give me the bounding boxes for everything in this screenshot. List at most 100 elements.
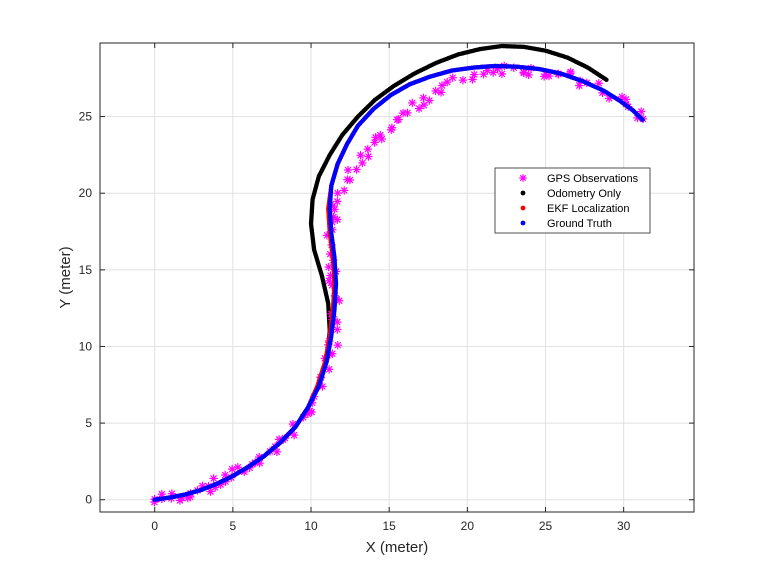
asterisk-stroke xyxy=(378,135,386,143)
asterisk-stroke xyxy=(364,145,372,153)
gps-marker xyxy=(497,69,507,79)
series-gps-observations xyxy=(150,61,648,507)
asterisk-stroke xyxy=(210,475,218,482)
plot-area xyxy=(100,43,694,512)
asterisk-stroke xyxy=(575,82,583,89)
gps-marker xyxy=(340,186,349,195)
x-axis-label: X (meter) xyxy=(366,539,429,556)
y-tick-label: 0 xyxy=(85,493,92,507)
y-tick-label: 5 xyxy=(85,416,92,430)
gps-marker xyxy=(272,447,282,457)
legend-entry: GPS Observations xyxy=(519,173,639,185)
gps-marker xyxy=(307,407,316,417)
gps-marker xyxy=(363,144,372,154)
legend-entry: Ground Truth xyxy=(520,218,612,230)
gps-marker xyxy=(443,77,452,87)
asterisk-stroke xyxy=(158,490,166,498)
y-axis-label: Y (meter) xyxy=(57,246,74,308)
legend-marker xyxy=(519,174,527,182)
legend-marker xyxy=(520,205,526,211)
asterisk-stroke xyxy=(186,493,194,501)
gps-marker xyxy=(387,123,397,132)
gps-marker xyxy=(157,489,167,499)
gps-marker xyxy=(377,134,386,144)
asterisk-stroke xyxy=(545,72,553,80)
y-tick-label: 20 xyxy=(79,186,93,200)
asterisk-stroke xyxy=(371,139,379,146)
asterisk-stroke xyxy=(319,383,326,390)
asterisk-stroke xyxy=(459,76,467,84)
axes-frame xyxy=(99,42,695,513)
gps-marker xyxy=(594,79,604,88)
gps-marker xyxy=(544,71,554,81)
asterisk-stroke xyxy=(289,420,297,428)
asterisk-stroke xyxy=(333,216,341,223)
asterisk-stroke xyxy=(340,187,348,194)
asterisk-stroke xyxy=(334,341,342,349)
gps-marker xyxy=(431,86,440,96)
asterisk-stroke xyxy=(333,198,341,205)
gps-marker xyxy=(333,340,342,350)
x-tick-label: 30 xyxy=(617,519,631,533)
asterisk-stroke xyxy=(415,105,423,112)
asterisk-stroke xyxy=(334,189,342,197)
asterisk-stroke xyxy=(470,71,478,78)
asterisk-stroke xyxy=(346,176,354,184)
asterisk-stroke xyxy=(519,174,527,182)
asterisk-stroke xyxy=(432,87,440,95)
asterisk-stroke xyxy=(443,78,451,86)
asterisk-stroke xyxy=(335,297,343,305)
gps-marker xyxy=(419,100,429,110)
legend-label: GPS Observations xyxy=(547,173,639,185)
series-ground-truth xyxy=(152,63,645,502)
x-tick-label: 20 xyxy=(461,519,475,533)
asterisk-stroke xyxy=(357,151,364,159)
asterisk-stroke xyxy=(344,166,352,174)
gps-marker xyxy=(345,175,355,185)
asterisk-stroke xyxy=(438,82,446,89)
legend-label: Odometry Only xyxy=(547,188,621,200)
asterisk-stroke xyxy=(399,109,407,117)
legend: GPS Observations Odometry Only EKF Localiz… xyxy=(494,167,651,234)
legend-marker xyxy=(520,190,526,196)
gps-marker xyxy=(448,73,457,82)
asterisk-stroke xyxy=(408,99,416,107)
gps-marker xyxy=(324,276,334,286)
gps-marker xyxy=(333,215,342,224)
gps-marker xyxy=(343,165,353,175)
asterisk-stroke xyxy=(221,471,229,479)
asterisk-stroke xyxy=(365,153,372,160)
asterisk-stroke xyxy=(333,326,341,333)
asterisk-stroke xyxy=(328,350,336,358)
x-tick-label: 0 xyxy=(151,519,158,533)
asterisk-stroke xyxy=(325,277,333,285)
gps-marker xyxy=(333,197,342,206)
asterisk-stroke xyxy=(333,318,341,326)
gps-marker xyxy=(364,152,373,161)
asterisk-stroke xyxy=(498,70,506,78)
gps-marker xyxy=(436,88,446,97)
asterisk-stroke xyxy=(331,205,338,213)
asterisk-stroke xyxy=(325,365,333,373)
gps-marker xyxy=(425,96,434,105)
gps-marker xyxy=(414,104,424,113)
asterisk-stroke xyxy=(353,166,360,173)
asterisk-stroke xyxy=(256,459,264,467)
asterisk-stroke xyxy=(449,74,457,82)
legend-entry: EKF Localization xyxy=(520,203,630,215)
asterisk-stroke xyxy=(325,263,333,271)
asterisk-stroke xyxy=(480,70,488,78)
gps-marker xyxy=(398,108,408,118)
series-layer xyxy=(150,43,648,507)
x-tick-label: 10 xyxy=(304,519,318,533)
gps-marker xyxy=(324,365,334,374)
x-tick-label: 5 xyxy=(230,519,237,533)
asterisk-stroke xyxy=(308,408,316,416)
gps-marker xyxy=(394,115,403,124)
gps-marker xyxy=(233,463,243,472)
data-point xyxy=(640,117,645,122)
asterisk-stroke xyxy=(290,431,298,439)
gps-marker xyxy=(470,70,479,79)
gps-marker xyxy=(227,464,237,474)
